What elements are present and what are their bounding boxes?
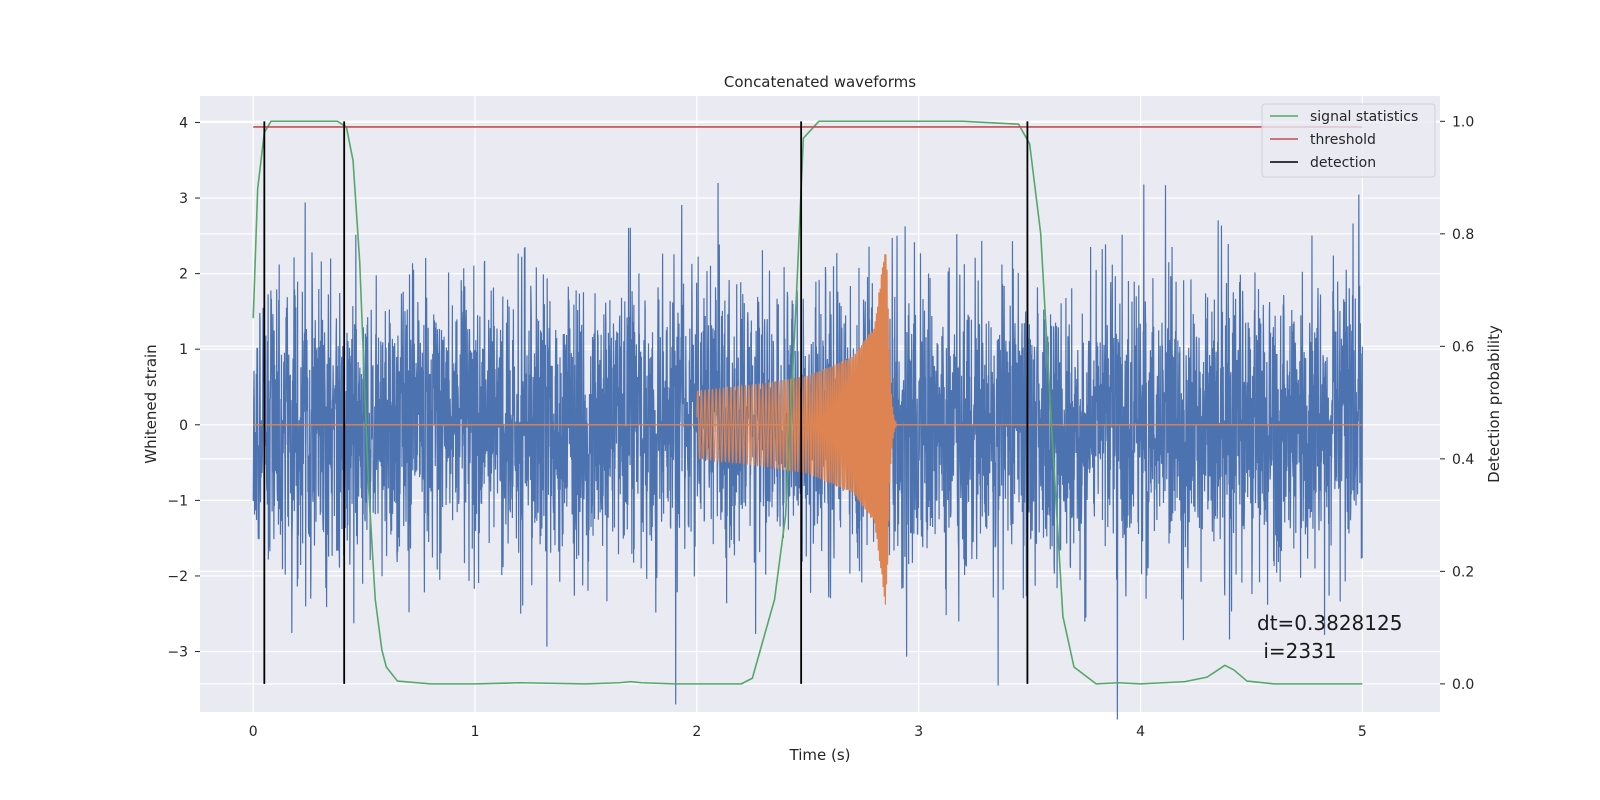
injection-layer <box>253 254 1363 605</box>
y2-tick-label: 0.2 <box>1452 564 1474 580</box>
y2-tick-label: 0.8 <box>1452 227 1474 243</box>
overlay-layer <box>252 120 1363 685</box>
x-tick-label: 5 <box>1358 724 1367 740</box>
annotation-text: dt=0.3828125 i=2331 <box>1257 611 1402 663</box>
y-tick-label: 4 <box>179 115 188 131</box>
y-tick-label: 1 <box>179 342 188 358</box>
y-tick-label: 3 <box>179 191 188 207</box>
x-tick-label: 0 <box>249 724 258 740</box>
ticks: 0 1 2 3 4 5 −3 −2 −1 0 1 2 3 4 0.0 0.2 0.4 0.6 0.8 1.0 <box>167 114 1474 740</box>
y-tick-label: −2 <box>167 569 188 585</box>
x-tick-label: 2 <box>692 724 701 740</box>
y-tick-label: −1 <box>167 493 188 509</box>
y2-tick-label: 0.6 <box>1452 339 1474 355</box>
signal-statistics-line <box>252 120 1363 685</box>
x-tick-label: 4 <box>1136 724 1145 740</box>
legend-label-detection: detection <box>1310 155 1376 171</box>
x-tick-label: 1 <box>471 724 480 740</box>
legend-box <box>1261 103 1436 178</box>
injection-series-line <box>696 254 902 605</box>
y-tick-label: −3 <box>167 645 188 661</box>
y2-tick-label: 0.4 <box>1452 452 1474 468</box>
annotation-line: i=2331 <box>1257 639 1337 663</box>
y2-tick-label: 0.0 <box>1452 677 1474 693</box>
y-tick-label: 0 <box>179 418 188 434</box>
x-tick-label: 3 <box>914 724 923 740</box>
annotation-line: dt=0.3828125 <box>1257 611 1402 635</box>
y2-tick-label: 1.0 <box>1452 114 1474 130</box>
y2-axis-label: Detection probability <box>1485 325 1503 483</box>
legend-label-signal-statistics: signal statistics <box>1310 109 1418 125</box>
x-axis-label: Time (s) <box>789 746 851 764</box>
y-axis-label: Whitened strain <box>142 344 160 463</box>
chart-title: Concatenated waveforms <box>724 73 916 91</box>
legend: signal statistics threshold detection <box>1261 103 1436 178</box>
y-tick-label: 2 <box>179 267 188 283</box>
legend-label-threshold: threshold <box>1310 132 1376 148</box>
